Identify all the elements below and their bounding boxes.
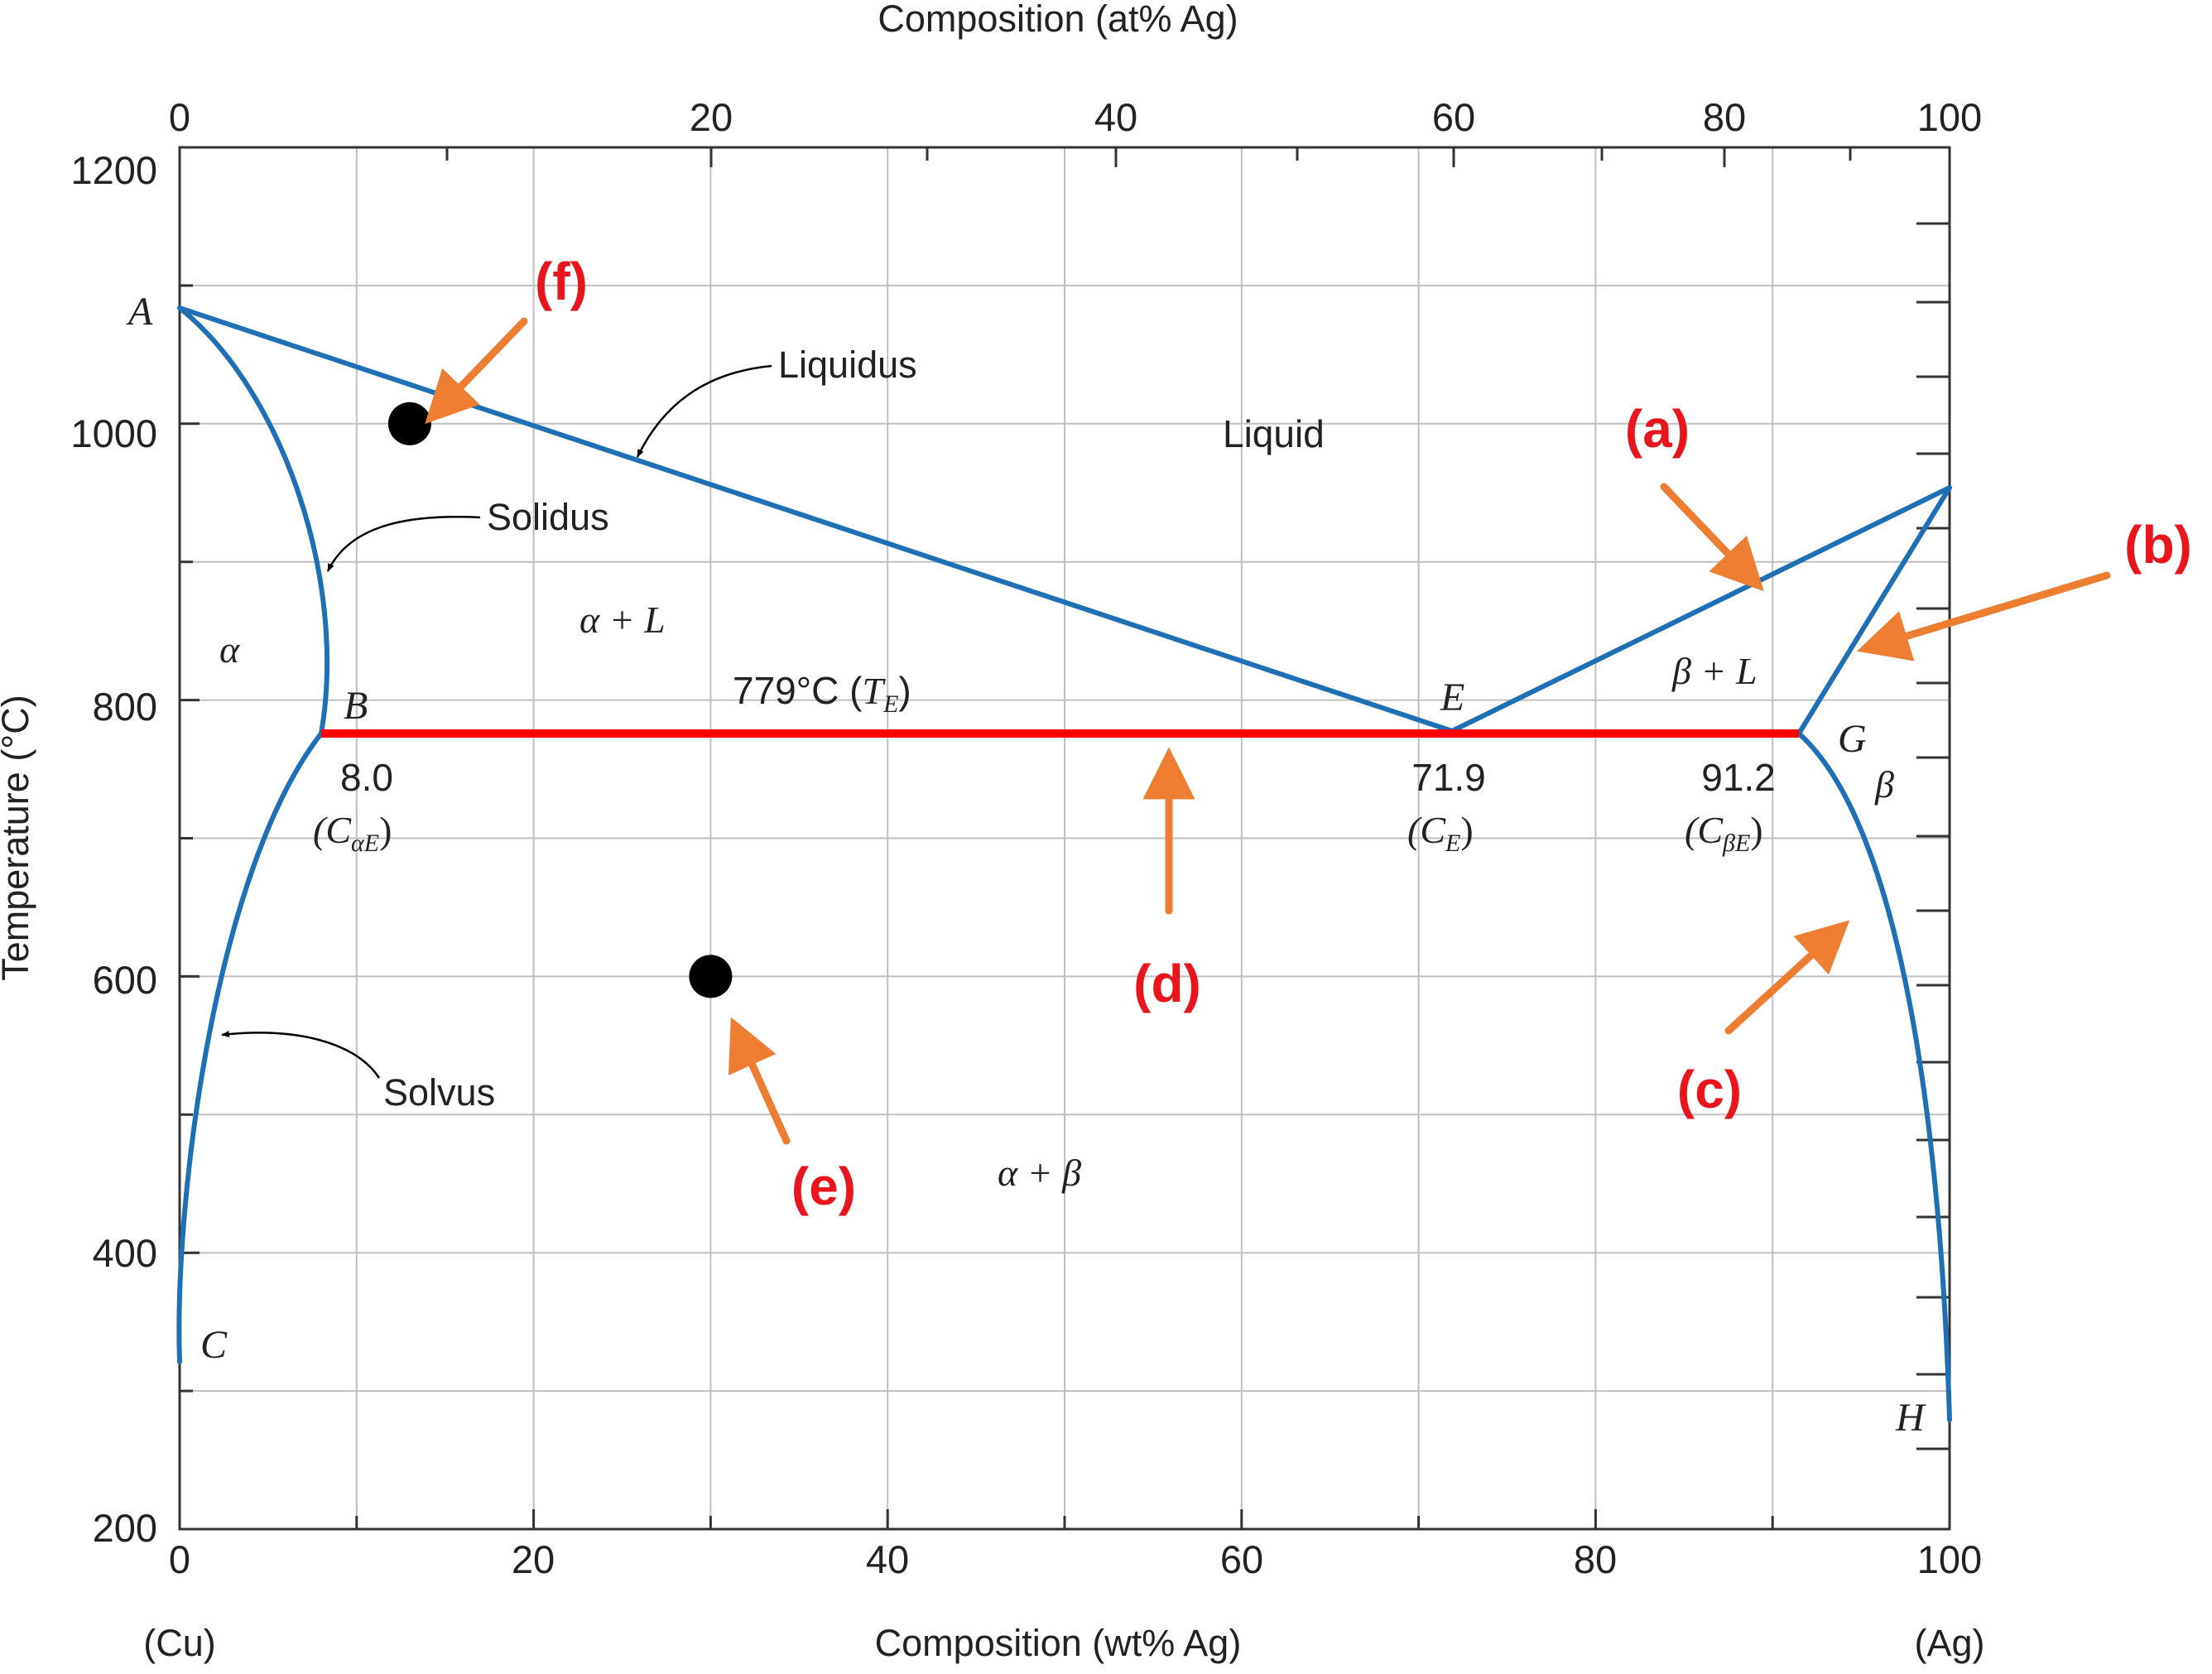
c-alpha-e-symbol: (CαE) xyxy=(313,809,392,857)
liquidus-curve-left xyxy=(177,305,1455,734)
annotation-f: (f) xyxy=(535,252,588,311)
composition-marker xyxy=(689,955,733,998)
point-b-label: B xyxy=(344,684,368,728)
bottom-tick-label: 80 xyxy=(1574,1537,1617,1581)
c-beta-e-value: 91.2 xyxy=(1701,756,1776,799)
point-a-label: A xyxy=(126,290,153,334)
y-tick-label: 800 xyxy=(93,685,157,729)
top-tick-label: 100 xyxy=(1917,95,1982,139)
top-tick-label: 60 xyxy=(1432,95,1475,139)
tick-marks xyxy=(178,146,1951,1531)
bottom-axis-title: Composition (wt% Ag) xyxy=(875,1622,1242,1664)
eutectic-temp-label: 779°C (TE) xyxy=(733,669,911,718)
grid xyxy=(180,147,1950,1529)
label-pointers xyxy=(221,364,772,1079)
c-alpha-e-value: 8.0 xyxy=(340,756,393,799)
cu-element-label: (Cu) xyxy=(143,1622,216,1664)
solidus-label: Solidus xyxy=(487,496,609,538)
solvus-curve-alpha xyxy=(176,731,324,1364)
point-c-label: C xyxy=(200,1323,228,1367)
y-tick-label: 1200 xyxy=(70,148,157,192)
phase-curves xyxy=(176,305,1952,1422)
solidus-curve-alpha xyxy=(177,305,330,736)
top-tick-label: 80 xyxy=(1703,95,1746,139)
composition-marker xyxy=(387,402,431,445)
beta-l-region-label: β + L xyxy=(1671,650,1758,692)
c-beta-e-symbol: (CβE) xyxy=(1685,809,1763,857)
c-e-value: 71.9 xyxy=(1411,756,1486,799)
y-tick-label: 400 xyxy=(93,1231,157,1275)
c-e-symbol: (CE) xyxy=(1407,809,1474,857)
point-g-label: G xyxy=(1838,717,1867,761)
solvus-label: Solvus xyxy=(383,1071,495,1114)
arrow-b xyxy=(1856,571,2111,661)
point-h-label: H xyxy=(1895,1396,1926,1440)
bottom-tick-label: 40 xyxy=(866,1537,909,1581)
y-tick-label: 200 xyxy=(93,1506,157,1550)
top-tick-label: 20 xyxy=(690,95,733,139)
solidus-pointer xyxy=(326,516,481,572)
alpha-beta-region-label: α + β xyxy=(998,1152,1081,1194)
arrow-c xyxy=(1724,920,1850,1035)
liquidus-curve-right xyxy=(1450,485,1952,734)
annotation-arrows xyxy=(425,317,2111,1145)
y-tick-label: 600 xyxy=(93,958,157,1002)
bottom-tick-label: 0 xyxy=(169,1537,190,1581)
arrow-a xyxy=(1660,483,1764,592)
arrow-e xyxy=(728,1017,791,1145)
liquidus-label: Liquidus xyxy=(778,344,917,386)
top-axis-title: Composition (at% Ag) xyxy=(878,0,1238,40)
solidus-curve-beta xyxy=(1796,485,1952,736)
point-e-label: E xyxy=(1440,676,1464,719)
beta-region-label: β xyxy=(1874,763,1894,806)
alpha-region-label: α xyxy=(219,628,240,671)
arrow-f xyxy=(425,317,528,425)
alpha-l-region-label: α + L xyxy=(579,599,666,641)
annotation-b: (b) xyxy=(2124,515,2192,575)
solvus-curve-beta xyxy=(1796,731,1952,1422)
y-tick-label: 1000 xyxy=(70,411,157,455)
solvus-pointer xyxy=(221,1031,381,1079)
top-tick-label: 0 xyxy=(169,95,190,139)
liquidus-pointer xyxy=(636,364,772,458)
y-axis-title: Temperature (°C) xyxy=(0,695,36,981)
bottom-tick-label: 100 xyxy=(1917,1537,1982,1581)
annotation-c: (c) xyxy=(1677,1060,1742,1119)
bottom-tick-label: 60 xyxy=(1220,1537,1263,1581)
top-tick-label: 40 xyxy=(1094,95,1137,139)
liquid-region-label: Liquid xyxy=(1223,412,1325,455)
annotation-a: (a) xyxy=(1625,399,1690,459)
annotation-d: (d) xyxy=(1133,954,1201,1013)
bottom-tick-label: 20 xyxy=(512,1537,555,1581)
annotation-e: (e) xyxy=(791,1157,856,1216)
ag-element-label: (Ag) xyxy=(1914,1622,1984,1664)
